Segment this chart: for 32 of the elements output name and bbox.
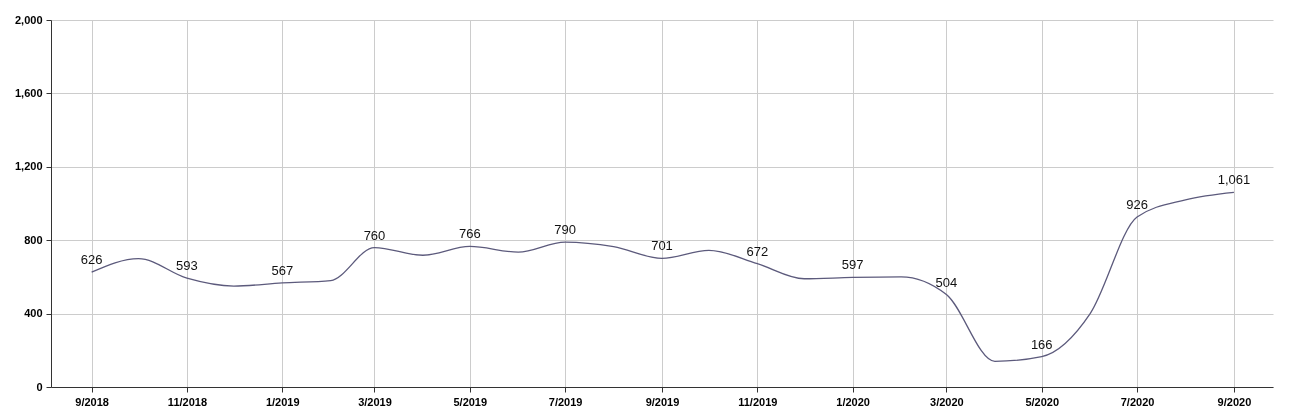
data-label: 701	[651, 238, 673, 254]
x-tick-label: 5/2019	[453, 395, 488, 408]
x-tick-label: 1/2020	[836, 395, 870, 408]
y-tick-label: 800	[24, 233, 43, 246]
y-tick-label: 1,600	[14, 86, 43, 99]
x-tick-label: 7/2020	[1120, 395, 1155, 408]
y-tick-label: 0	[36, 380, 43, 393]
x-tick-label: 1/2019	[265, 395, 300, 408]
data-label: 626	[80, 252, 103, 268]
x-tick-label: 11/2018	[167, 395, 208, 408]
y-tick-label: 1,200	[14, 160, 43, 173]
data-label: 766	[458, 226, 481, 242]
y-tick-label: 400	[24, 307, 43, 320]
data-label: 504	[935, 274, 958, 290]
data-label: 926	[1126, 197, 1148, 213]
data-label: 567	[271, 262, 294, 278]
x-tick-label: 9/2020	[1217, 395, 1252, 408]
x-tick-label: 9/2018	[75, 395, 109, 408]
x-tick-label: 3/2019	[358, 395, 392, 408]
x-tick-label: 9/2019	[645, 395, 680, 408]
data-label: 597	[841, 257, 864, 273]
data-label: 790	[554, 222, 576, 238]
data-label: 672	[746, 243, 769, 259]
x-tick-label: 3/2020	[930, 395, 964, 408]
data-label: 593	[176, 258, 198, 274]
x-tick-label: 7/2019	[548, 395, 583, 408]
data-label: 166	[1030, 336, 1053, 352]
data-label: 1,061	[1217, 172, 1251, 188]
data-label: 760	[363, 227, 386, 243]
x-tick-label: 5/2020	[1025, 395, 1060, 408]
y-tick-label: 2,000	[14, 13, 43, 26]
x-tick-label: 11/2019	[738, 395, 778, 408]
